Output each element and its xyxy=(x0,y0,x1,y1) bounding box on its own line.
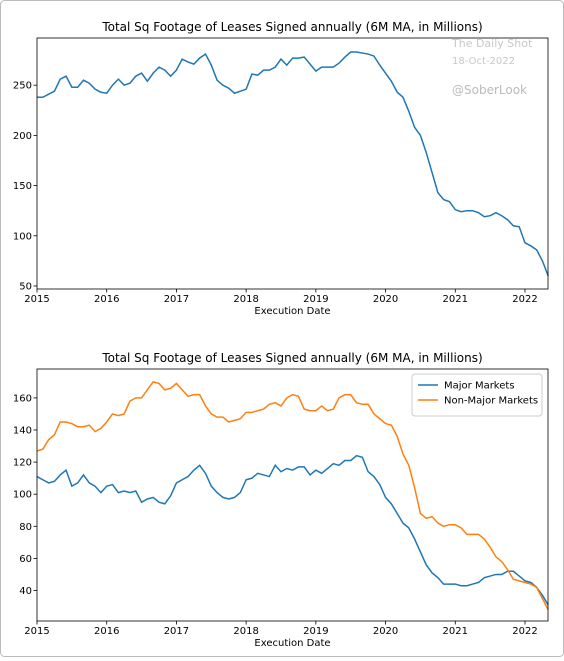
x-tick-label: 2016 xyxy=(94,626,119,637)
plot-frame xyxy=(36,368,549,622)
x-tick-label: 2017 xyxy=(164,294,189,305)
y-tick-label: 80 xyxy=(19,522,32,533)
chart-title: Total Sq Footage of Leases Signed annual… xyxy=(101,20,482,34)
y-tick-label: 100 xyxy=(13,231,32,242)
x-tick-label: 2020 xyxy=(373,294,398,305)
x-tick-label: 2022 xyxy=(512,294,537,305)
x-tick-label: 2015 xyxy=(24,294,49,305)
watermark: @SoberLook xyxy=(452,83,527,97)
y-tick-label: 150 xyxy=(13,181,32,192)
y-tick-label: 250 xyxy=(13,81,32,92)
y-tick-label: 100 xyxy=(13,490,32,501)
x-tick-label: 2015 xyxy=(24,626,49,637)
series-line xyxy=(37,51,549,277)
y-tick-label: 160 xyxy=(13,393,32,404)
x-axis-label: Execution Date xyxy=(254,638,330,649)
x-tick-label: 2018 xyxy=(233,626,258,637)
chart-title: Total Sq Footage of Leases Signed annual… xyxy=(101,351,482,365)
watermark: The Daily Shot xyxy=(451,37,533,50)
x-tick-label: 2018 xyxy=(233,294,258,305)
series-line xyxy=(36,380,549,611)
y-tick-label: 40 xyxy=(19,586,32,597)
x-tick-label: 2016 xyxy=(94,294,119,305)
x-axis-label: Execution Date xyxy=(254,306,330,317)
y-tick-label: 200 xyxy=(13,131,32,142)
y-tick-label: 50 xyxy=(19,281,32,292)
x-tick-label: 2017 xyxy=(164,626,189,637)
legend-label: Major Markets xyxy=(444,381,515,392)
x-tick-label: 2020 xyxy=(373,626,398,637)
x-tick-label: 2022 xyxy=(512,626,537,637)
legend-label: Non-Major Markets xyxy=(444,396,538,407)
x-tick-label: 2019 xyxy=(303,626,328,637)
x-tick-label: 2021 xyxy=(443,294,468,305)
legend-box xyxy=(411,373,543,417)
series-line xyxy=(36,454,549,606)
y-tick-label: 120 xyxy=(13,458,32,469)
y-tick-label: 140 xyxy=(13,425,32,436)
plot-frame xyxy=(36,37,549,290)
y-tick-label: 60 xyxy=(19,554,32,565)
watermark: 18-Oct-2022 xyxy=(452,56,515,67)
x-tick-label: 2021 xyxy=(443,626,468,637)
x-tick-label: 2019 xyxy=(303,294,328,305)
